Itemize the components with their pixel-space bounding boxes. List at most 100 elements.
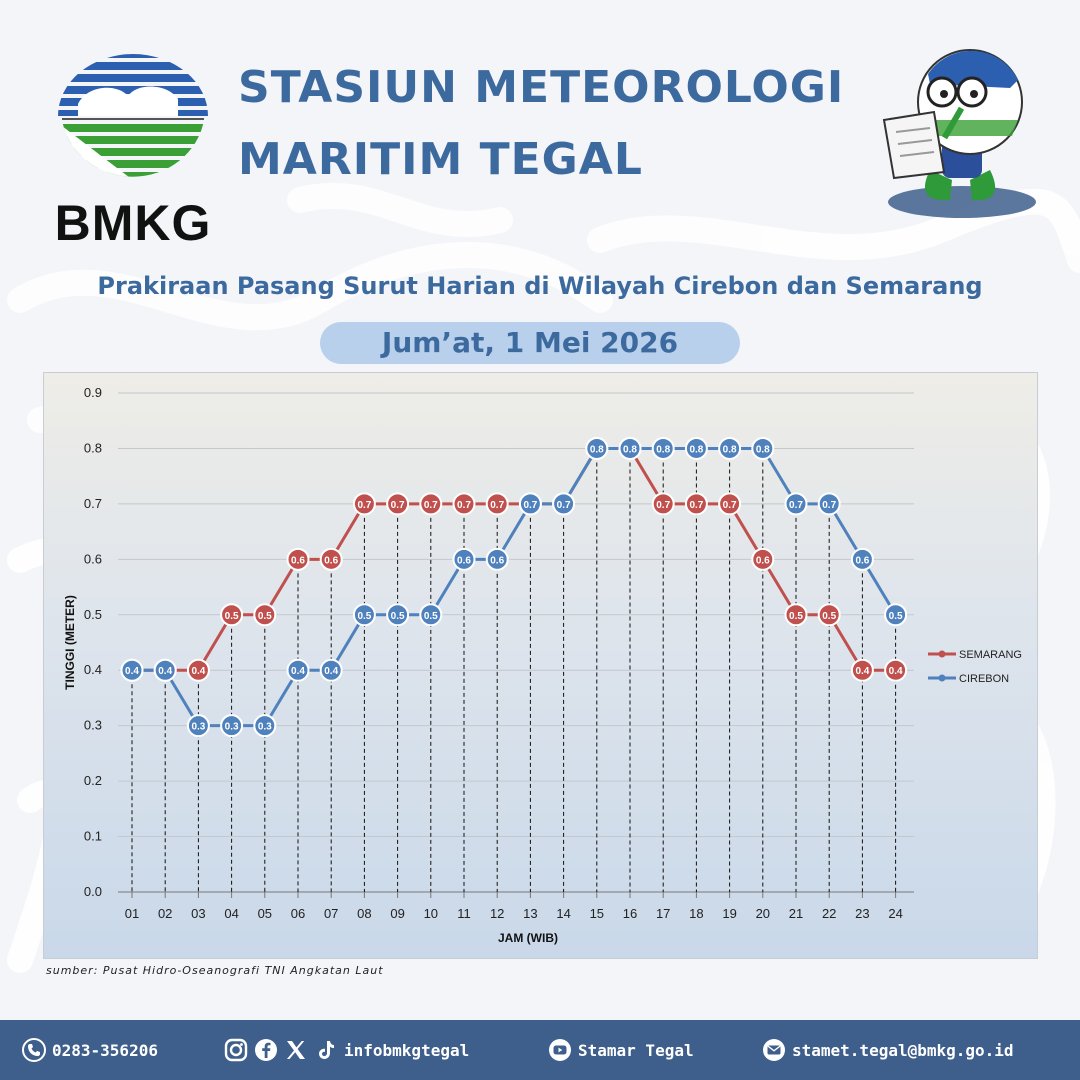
data-point-cirebon [419,603,443,627]
x-tick-label: 19 [722,906,736,921]
title-line-1: STASIUN METEOROLOGI [238,62,845,113]
y-tick-label: 0.1 [84,829,102,844]
data-label-cirebon: 0.5 [391,611,405,622]
legend-label-semarang: SEMARANG [959,649,1022,661]
data-point-semarang [718,492,742,516]
x-tick-label: 05 [258,906,272,921]
data-label-semarang: 0.5 [258,611,272,622]
bmkg-logo: BMKG [48,44,218,251]
x-tick-label: 23 [855,906,869,921]
data-point-cirebon [186,714,210,738]
email-icon [763,1039,785,1061]
data-label-semarang: 0.4 [191,666,205,677]
data-point-cirebon [120,658,144,682]
data-label-cirebon: 0.7 [523,500,537,511]
y-tick-label: 0.5 [84,607,102,622]
y-axis-title: TINGGI (METER) [63,595,77,690]
data-label-cirebon: 0.8 [623,444,637,455]
data-point-cirebon [884,603,908,627]
data-label-cirebon: 0.4 [324,666,338,677]
data-label-semarang: 0.7 [656,500,670,511]
phone-icon [22,1038,46,1062]
data-label-semarang: 0.6 [756,555,770,566]
data-label-cirebon: 0.5 [357,611,371,622]
data-point-cirebon [784,492,808,516]
legend-marker-semarang [938,650,946,658]
data-point-cirebon [386,603,410,627]
youtube-icon [549,1039,571,1061]
x-tick-label: 09 [390,906,404,921]
data-label-cirebon: 0.6 [855,555,869,566]
footer-phone[interactable]: 0283-356206 [22,1020,158,1080]
data-point-semarang [751,547,775,571]
data-label-cirebon: 0.6 [490,555,504,566]
x-tick-label: 04 [224,906,238,921]
data-label-cirebon: 0.8 [689,444,703,455]
data-point-cirebon [485,547,509,571]
data-point-cirebon [220,714,244,738]
instagram-icon [224,1038,248,1062]
data-point-cirebon [452,547,476,571]
data-label-cirebon: 0.7 [557,500,571,511]
x-tick-label: 22 [822,906,836,921]
y-tick-label: 0.4 [84,662,102,677]
tide-chart: 0.0 0.1 0.2 0.3 0.4 0.5 0.6 0.7 0.8 0.9 01 02 03 04 05… [63,385,1022,945]
data-label-semarang: 0.4 [889,666,903,677]
data-label-semarang: 0.7 [391,500,405,511]
data-label-cirebon: 0.8 [590,444,604,455]
y-tick-label: 0.7 [84,496,102,511]
footer-social[interactable]: infobmkgtegal [224,1020,469,1080]
data-point-semarang [684,492,708,516]
date-label: Jum’at, 1 Mei 2026 [320,322,740,364]
data-point-cirebon [850,547,874,571]
data-label-cirebon: 0.3 [258,722,272,733]
data-label-semarang: 0.7 [490,500,504,511]
data-point-cirebon [518,492,542,516]
x-tick-label: 14 [556,906,570,921]
data-point-semarang [319,547,343,571]
data-label-cirebon: 0.3 [191,722,205,733]
data-label-semarang: 0.7 [357,500,371,511]
x-tick-label: 10 [424,906,438,921]
data-label-cirebon: 0.7 [822,500,836,511]
data-label-semarang: 0.7 [689,500,703,511]
data-point-semarang [419,492,443,516]
x-tick-label: 15 [590,906,604,921]
data-point-cirebon [319,658,343,682]
data-point-cirebon [286,658,310,682]
y-tick-label: 0.9 [84,385,102,400]
data-label-cirebon: 0.5 [889,611,903,622]
x-axis-title: JAM (WIB) [498,931,558,945]
chart-container: 0.0 0.1 0.2 0.3 0.4 0.5 0.6 0.7 0.8 0.9 01 02 03 04 05… [43,372,1038,959]
x-tick-label: 16 [623,906,637,921]
data-point-semarang [253,603,277,627]
data-label-semarang: 0.5 [225,611,239,622]
data-point-cirebon [552,492,576,516]
data-label-cirebon: 0.8 [723,444,737,455]
data-point-cirebon [684,436,708,460]
email-address: stamet.tegal@bmkg.go.id [792,1040,1014,1060]
x-tick-label: 01 [125,906,139,921]
x-tick-label: 03 [191,906,205,921]
y-tick-label: 0.8 [84,440,102,455]
x-tick-label: 20 [756,906,770,921]
youtube-channel: Stamar Tegal [578,1040,694,1060]
x-tick-label: 24 [888,906,902,921]
x-twitter-icon [287,1041,305,1059]
data-point-cirebon [751,436,775,460]
data-point-cirebon [718,436,742,460]
data-label-semarang: 0.4 [855,666,869,677]
data-label-cirebon: 0.8 [656,444,670,455]
data-label-semarang: 0.6 [291,555,305,566]
data-point-semarang [485,492,509,516]
data-point-cirebon [651,436,675,460]
x-tick-label: 12 [490,906,504,921]
x-tick-label: 18 [689,906,703,921]
data-point-semarang [220,603,244,627]
footer-youtube[interactable]: Stamar Tegal [548,1020,694,1080]
data-label-semarang: 0.5 [822,611,836,622]
x-tick-label: 17 [656,906,670,921]
data-point-cirebon [253,714,277,738]
subtitle: Prakiraan Pasang Surut Harian di Wilayah… [97,272,983,300]
footer-email[interactable]: stamet.tegal@bmkg.go.id [762,1020,1014,1080]
